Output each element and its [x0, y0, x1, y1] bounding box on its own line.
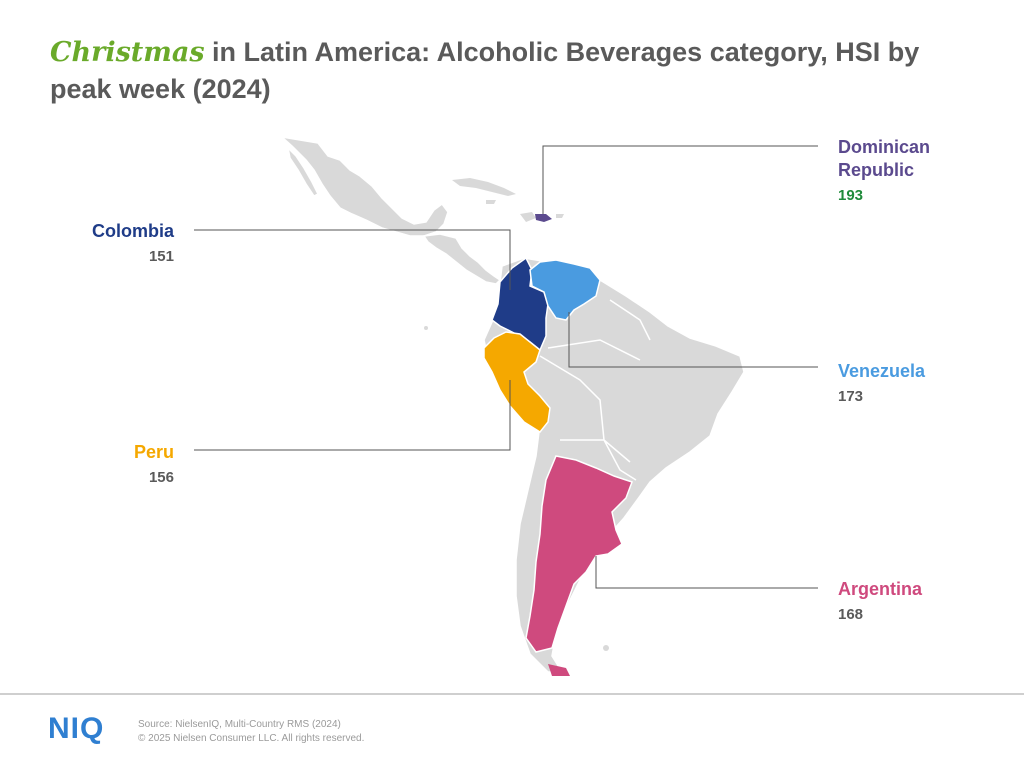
region-falklands — [603, 645, 609, 651]
region-dominican-republic — [535, 214, 552, 222]
callout-name-peru: Peru — [133, 442, 174, 462]
callout-value-venezuela: 173 — [838, 388, 864, 405]
callout-name-argentina: Argentina — [838, 579, 923, 599]
footer-divider — [0, 693, 1024, 695]
leader-dominican-republic — [542, 145, 818, 214]
title-text: in Latin America: Alcoholic Beverages ca… — [50, 37, 920, 104]
callout-name-dominican-republic-2: Republic — [838, 160, 915, 180]
region-colombia — [491, 256, 549, 352]
region-galapagos — [424, 326, 428, 330]
leader-argentina — [595, 556, 818, 589]
leader-lines — [194, 145, 818, 589]
region-baja-california — [286, 145, 320, 197]
copyright-text: © 2025 Nielsen Consumer LLC. All rights … — [138, 733, 365, 744]
region-peru — [483, 331, 551, 433]
region-tierra-del-fuego — [548, 664, 570, 676]
region-borders — [539, 299, 651, 481]
region-mexico — [279, 135, 449, 237]
leader-peru — [194, 380, 511, 451]
region-puerto-rico — [556, 214, 564, 218]
page-title: Christmas in Latin America: Alcoholic Be… — [50, 34, 980, 107]
callout-value-colombia: 151 — [148, 248, 174, 265]
source-text: Source: NielsenIQ, Multi-Country RMS (20… — [138, 719, 341, 730]
region-venezuela — [529, 259, 601, 321]
latin-america-map — [194, 135, 818, 676]
callout-value-dominican-republic: 193 — [838, 187, 864, 204]
leader-colombia — [194, 229, 511, 290]
callout-value-peru: 156 — [148, 469, 174, 486]
callout-value-argentina: 168 — [838, 606, 864, 623]
leader-venezuela — [568, 312, 818, 368]
region-argentina — [525, 455, 633, 653]
callout-name-dominican-republic-1: Dominican — [838, 137, 931, 157]
callout-name-colombia: Colombia — [91, 221, 174, 241]
footer-source: Source: NielsenIQ, Multi-Country RMS (20… — [138, 718, 364, 746]
niq-logo: NIQ — [48, 712, 105, 745]
region-central-america — [422, 233, 502, 285]
title-accent: Christmas — [50, 37, 205, 68]
region-cuba — [452, 178, 516, 196]
region-jamaica — [486, 200, 496, 204]
callout-name-venezuela: Venezuela — [838, 361, 926, 381]
region-hispaniola-haiti — [520, 212, 536, 222]
